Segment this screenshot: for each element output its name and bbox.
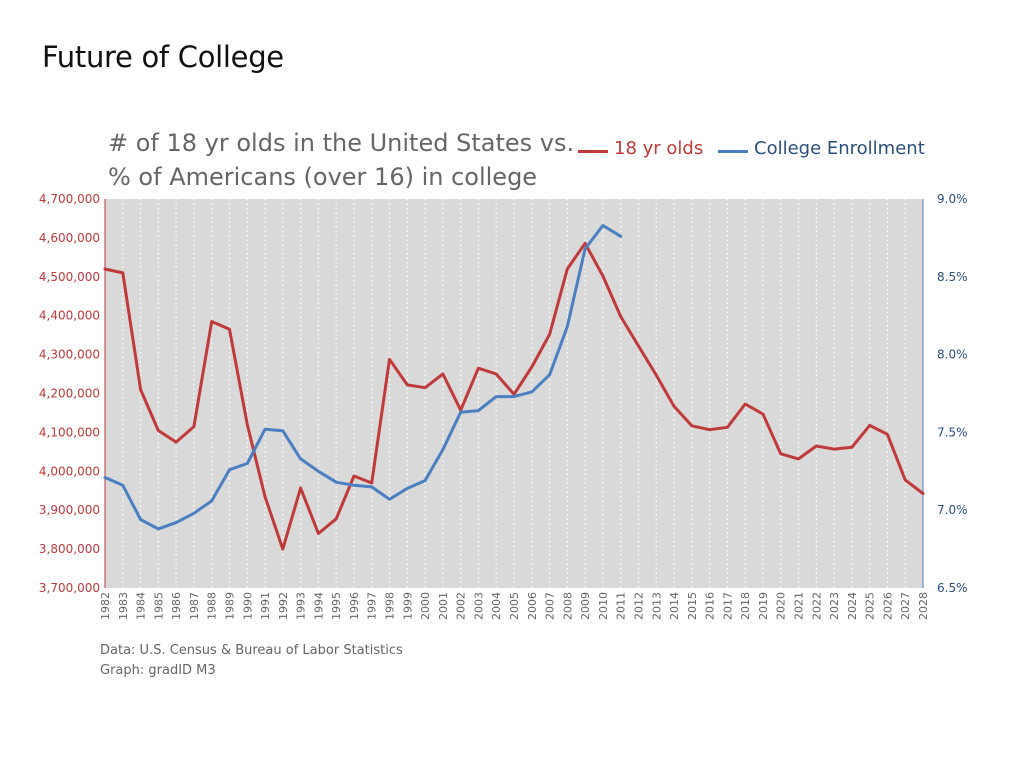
x-tick-label: 1992 xyxy=(277,592,290,620)
y-left-tick-label: 4,400,000 xyxy=(39,309,100,323)
x-tick-label: 2013 xyxy=(650,592,663,620)
legend-swatch-college-enrollment xyxy=(718,150,748,153)
y-right-tick-label: 7.0% xyxy=(937,503,968,517)
x-tick-label: 2010 xyxy=(597,592,610,620)
x-tick-label: 1998 xyxy=(384,592,397,620)
x-tick-label: 2002 xyxy=(455,592,468,620)
y-left-tick-label: 4,700,000 xyxy=(39,192,100,206)
source-graph-line: Graph: gradID M3 xyxy=(100,663,216,678)
x-tick-label: 2025 xyxy=(864,592,877,620)
x-tick-label: 2000 xyxy=(419,592,432,620)
x-tick-label: 1984 xyxy=(135,592,148,620)
chart-title-line-1: # of 18 yr olds in the United States vs. xyxy=(108,129,575,157)
x-tick-label: 1997 xyxy=(366,592,379,620)
source-data-line: Data: U.S. Census & Bureau of Labor Stat… xyxy=(100,643,403,658)
x-tick-label: 2004 xyxy=(490,592,503,620)
y-left-tick-label: 4,100,000 xyxy=(39,425,100,439)
x-tick-label: 1987 xyxy=(188,592,201,620)
x-tick-label: 2017 xyxy=(721,592,734,620)
x-tick-label: 2003 xyxy=(472,592,485,620)
x-tick-label: 2008 xyxy=(561,592,574,620)
y-right-tick-label: 8.5% xyxy=(937,270,968,284)
x-tick-label: 2027 xyxy=(899,592,912,620)
x-tick-label: 2009 xyxy=(579,592,592,620)
x-tick-label: 2022 xyxy=(810,592,823,620)
y-right-tick-label: 6.5% xyxy=(937,581,968,595)
x-tick-label: 1991 xyxy=(259,592,272,620)
y-left-tick-label: 3,800,000 xyxy=(39,542,100,556)
x-tick-label: 1985 xyxy=(152,592,165,620)
x-tick-label: 2007 xyxy=(544,592,557,620)
y-right-tick-label: 8.0% xyxy=(937,348,968,362)
legend-label-college-enrollment: College Enrollment xyxy=(754,138,925,159)
x-tick-label: 1988 xyxy=(206,592,219,620)
x-tick-label: 2011 xyxy=(615,592,628,620)
x-tick-label: 1994 xyxy=(312,592,325,620)
y-left-tick-label: 4,000,000 xyxy=(39,464,100,478)
x-tick-label: 1986 xyxy=(170,592,183,620)
x-tick-label: 2020 xyxy=(775,592,788,620)
x-tick-label: 2005 xyxy=(508,592,521,620)
x-tick-label: 1990 xyxy=(241,592,254,620)
x-tick-label: 1982 xyxy=(99,592,112,620)
y-left-tick-label: 4,500,000 xyxy=(39,270,100,284)
y-left-tick-label: 3,700,000 xyxy=(39,581,100,595)
x-tick-label: 2015 xyxy=(686,592,699,620)
x-tick-label: 1993 xyxy=(295,592,308,620)
x-tick-label: 1996 xyxy=(348,592,361,620)
x-tick-label: 2024 xyxy=(846,592,859,620)
y-left-tick-label: 4,600,000 xyxy=(39,231,100,245)
slide-title: Future of College xyxy=(42,40,284,74)
legend-swatch-18-yr-olds xyxy=(578,150,608,153)
series-line-college-enrollment xyxy=(103,224,623,531)
y-left-tick-label: 3,900,000 xyxy=(39,503,100,517)
x-tick-label: 2014 xyxy=(668,592,681,620)
y-left-tick-label: 4,200,000 xyxy=(39,387,100,401)
x-tick-label: 2012 xyxy=(632,592,645,620)
x-tick-label: 2006 xyxy=(526,592,539,620)
x-tick-label: 1999 xyxy=(401,592,414,620)
x-tick-label: 1989 xyxy=(223,592,236,620)
x-tick-label: 2026 xyxy=(881,592,894,620)
series-line-18-yr-olds xyxy=(103,241,925,551)
x-tick-label: 2018 xyxy=(739,592,752,620)
x-tick-label: 2001 xyxy=(437,592,450,620)
legend-label-18-yr-olds: 18 yr olds xyxy=(614,138,704,159)
x-tick-label: 2023 xyxy=(828,592,841,620)
x-tick-label: 2019 xyxy=(757,592,770,620)
x-tick-label: 1983 xyxy=(117,592,130,620)
x-tick-label: 2016 xyxy=(704,592,717,620)
chart-title-line-2: % of Americans (over 16) in college xyxy=(108,163,538,191)
chart-title: # of 18 yr olds in the United States vs.… xyxy=(108,126,574,194)
x-tick-label: 1995 xyxy=(330,592,343,620)
y-left-tick-label: 4,300,000 xyxy=(39,348,100,362)
source-note: Data: U.S. Census & Bureau of Labor Stat… xyxy=(100,641,403,681)
x-tick-label: 2028 xyxy=(917,592,930,620)
x-tick-label: 2021 xyxy=(793,592,806,620)
y-right-tick-label: 7.5% xyxy=(937,425,968,439)
y-right-tick-label: 9.0% xyxy=(937,192,968,206)
